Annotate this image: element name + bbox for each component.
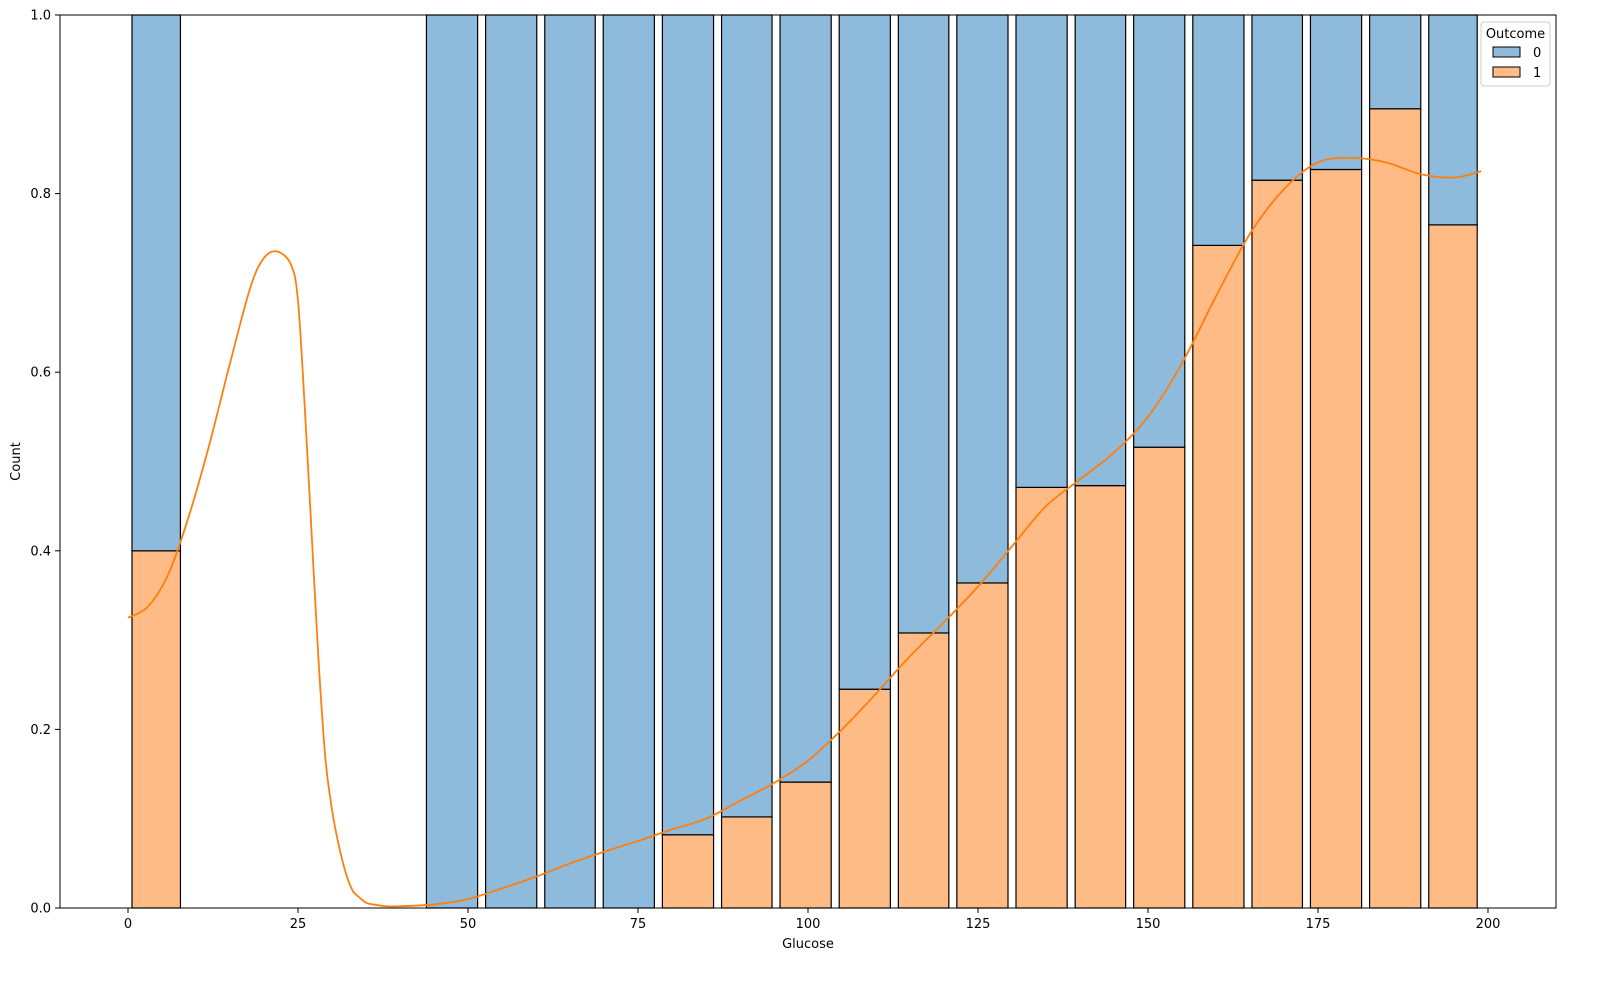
y-axis-ticks: 0.0 0.2 0.4 0.6 0.8 1.0 [30,9,60,917]
x-tick-label: 75 [630,917,647,932]
bar-outcome-0 [661,14,715,836]
bar-outcome-0 [1251,14,1304,181]
legend-swatch-outcome-1 [1492,66,1521,78]
legend-label-outcome-1: 1 [1533,66,1541,81]
kde-layer [127,156,1482,908]
bar-outcome-0 [544,14,596,909]
bar-outcome-0 [779,14,832,783]
bar-outcome-1 [838,688,891,909]
x-tick-label: 150 [1136,917,1161,932]
bar-outcome-1 [956,582,1009,909]
bar-outcome-0 [1133,14,1186,448]
x-tick-label: 50 [460,917,477,932]
x-tick-label: 25 [290,917,307,932]
kde-line-outcome-1 [127,156,1482,908]
bar-outcome-1 [1368,108,1422,909]
x-tick-label: 200 [1476,917,1501,932]
bar-outcome-0 [1074,14,1127,487]
y-tick-label: 0.6 [30,366,51,381]
bar-outcome-1 [661,834,715,909]
bar-outcome-1 [720,816,773,909]
bar-outcome-1 [1251,179,1304,909]
y-tick-label: 1.0 [30,9,51,24]
y-tick-label: 0.8 [30,187,51,202]
bar-outcome-1 [779,781,832,909]
bar-outcome-0 [602,14,655,909]
bar-outcome-1 [897,632,950,909]
bar-outcome-0 [838,14,891,690]
bar-outcome-0 [1015,14,1068,488]
bar-outcome-0 [897,14,950,634]
y-tick-label: 0.4 [30,544,51,559]
y-axis-label: Count [9,442,24,481]
bar-outcome-0 [1428,14,1478,226]
x-axis-label: Glucose [782,937,834,952]
bar-outcome-0 [1368,14,1422,110]
legend: Outcome 01 [1480,21,1551,87]
bar-outcome-1 [1133,446,1186,909]
bar-outcome-0 [1192,14,1245,246]
x-tick-label: 100 [796,917,821,932]
bar-outcome-1 [1309,168,1363,909]
bar-outcome-1 [1074,485,1127,909]
legend-label-outcome-0: 0 [1533,46,1541,61]
x-axis-ticks: 0 25 50 75 100 125 150 175 200 [124,908,1501,932]
bar-outcome-1 [131,550,182,909]
bar-outcome-1 [1428,224,1478,909]
bar-outcome-0 [485,14,538,909]
bar-outcome-1 [1192,244,1245,909]
bar-outcome-0 [956,14,1009,584]
bar-outcome-0 [425,14,479,909]
x-tick-label: 125 [966,917,991,932]
bar-outcome-0 [720,14,773,818]
bar-layer [131,14,1478,909]
y-tick-label: 0.0 [30,902,51,917]
x-tick-label: 175 [1306,917,1331,932]
bar-outcome-0 [131,14,182,552]
bar-outcome-1 [1015,486,1068,909]
x-tick-label: 0 [124,917,132,932]
bar-outcome-0 [1309,14,1363,171]
legend-swatch-outcome-0 [1492,46,1521,58]
legend-items: 01 [1492,46,1541,81]
y-tick-label: 0.2 [30,723,51,738]
legend-title: Outcome [1486,27,1545,42]
